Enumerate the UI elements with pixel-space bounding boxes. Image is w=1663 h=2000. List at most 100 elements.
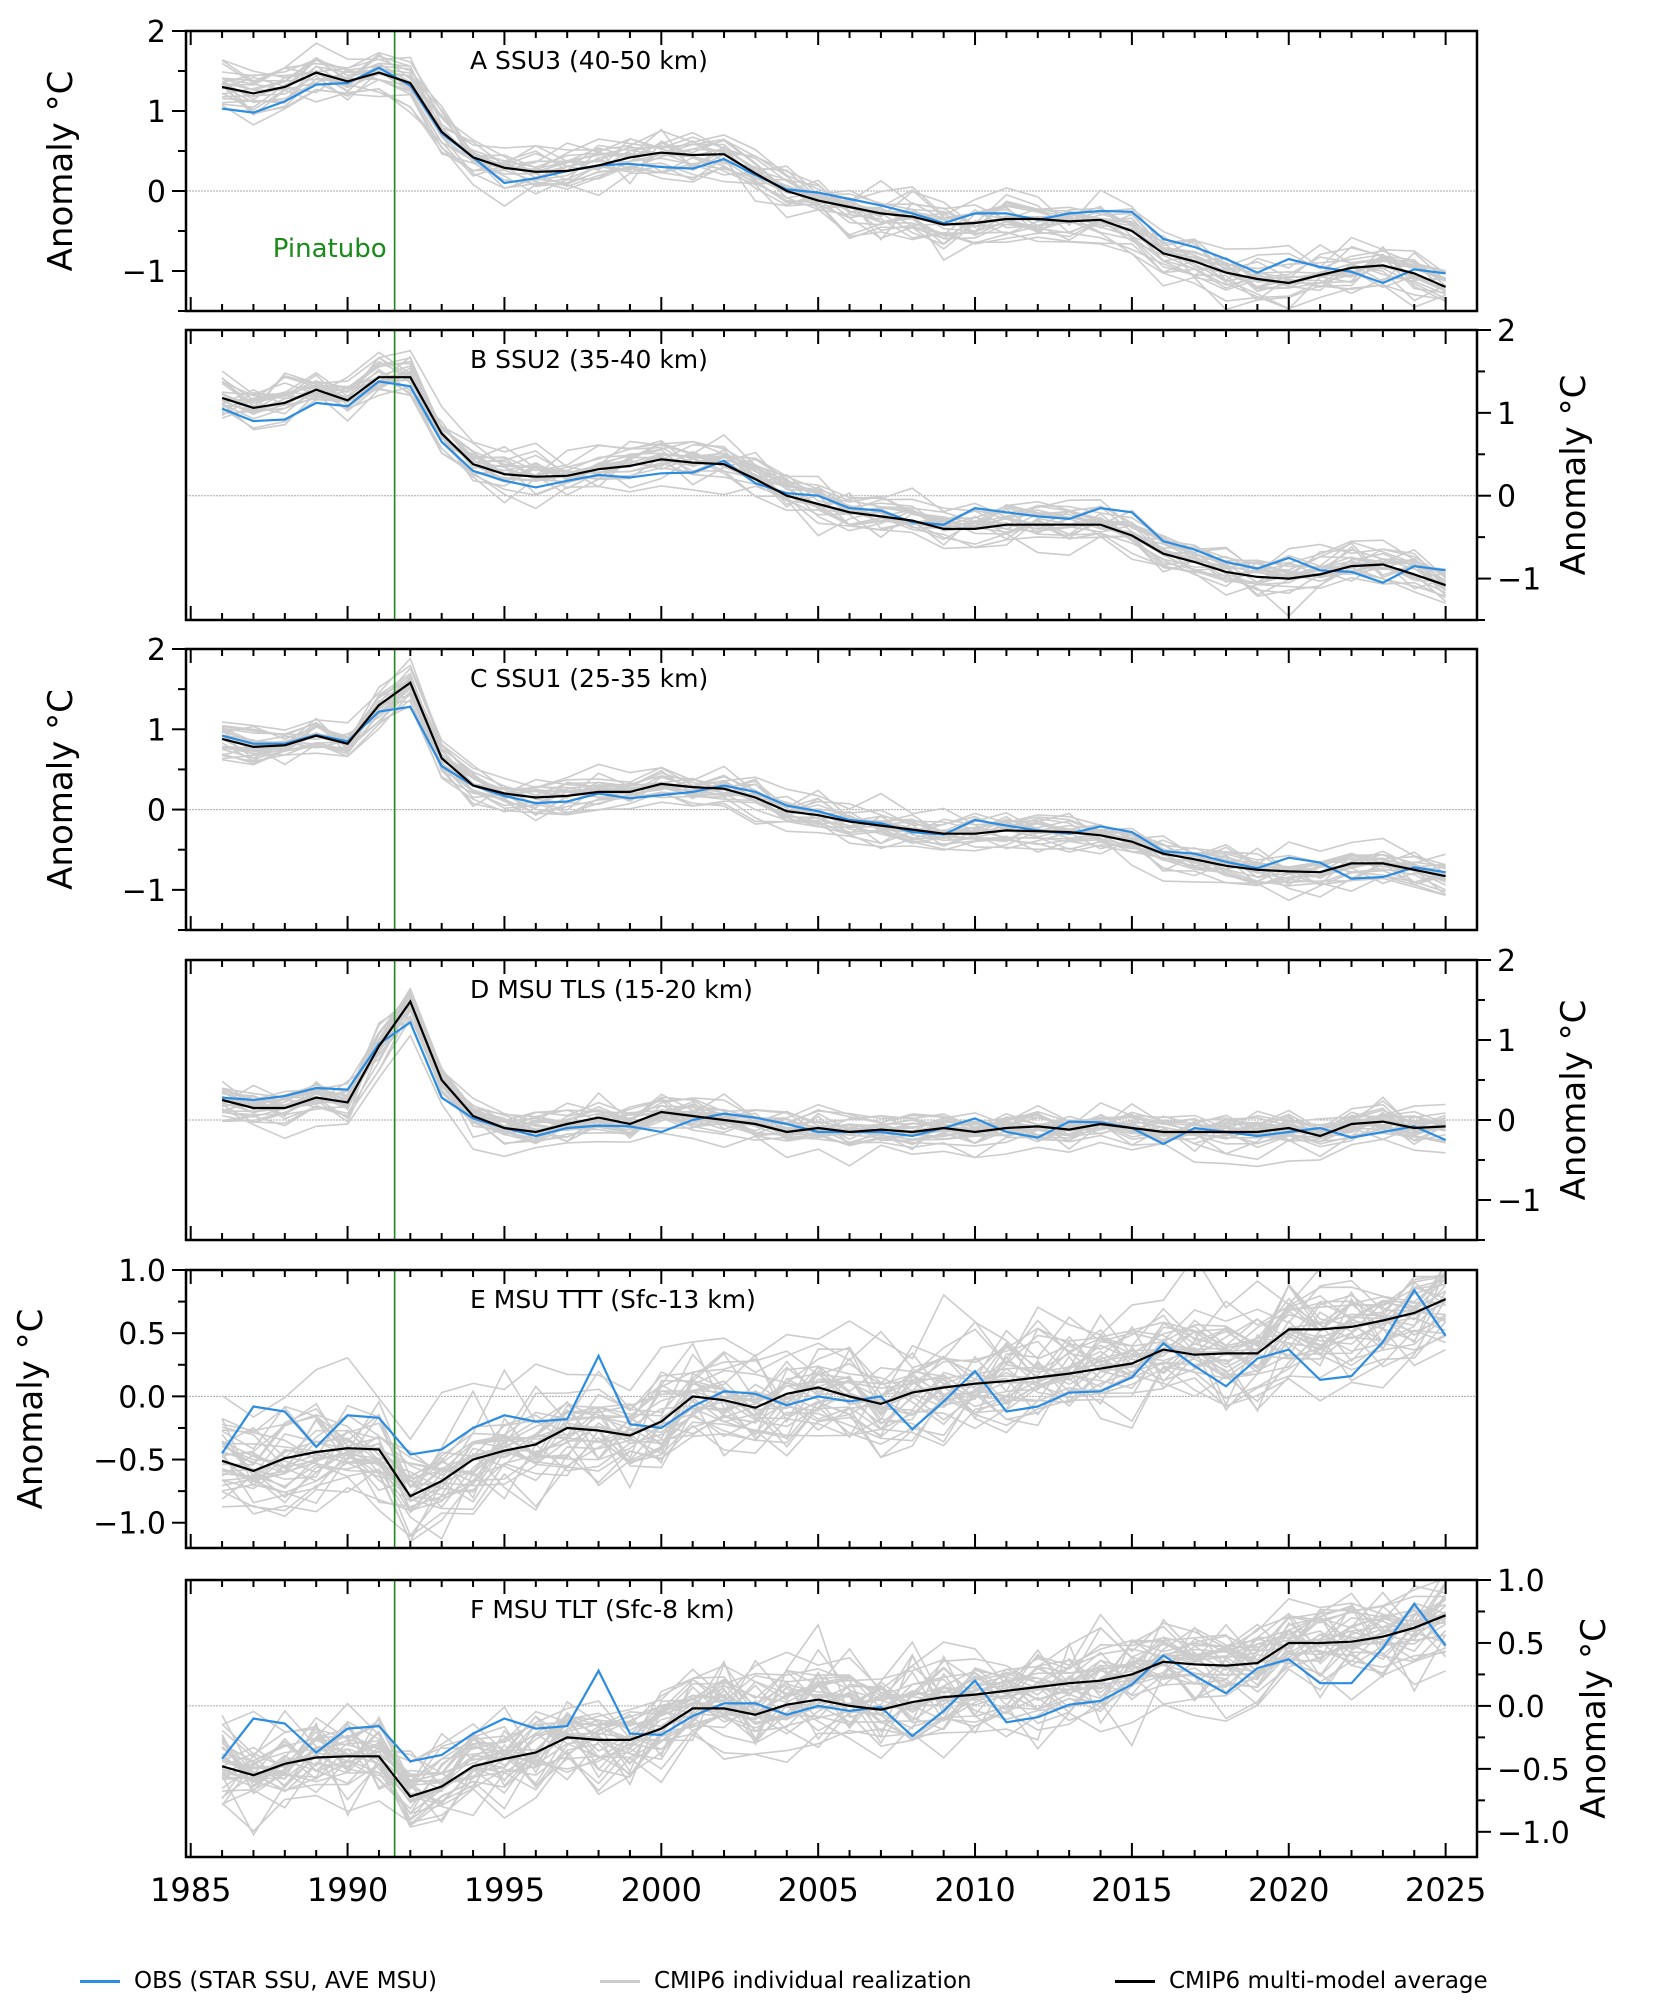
- realization-line: [221, 1621, 1446, 1775]
- panel-title: C SSU1 (25-35 km): [470, 664, 708, 693]
- axes-frame: [184, 1578, 1479, 1859]
- x-tick-label: 1985: [150, 1871, 231, 1909]
- panel-d: −1 0 1 2 Anomaly °C D MSU TLS (15-20 km): [184, 944, 1594, 1242]
- y-tick-label: 0.0: [1497, 1690, 1545, 1725]
- realization-line: [222, 656, 1446, 866]
- y-tick-label: 2: [1497, 314, 1516, 349]
- plot-area: [186, 1580, 1477, 1857]
- realization-line: [221, 375, 1446, 594]
- realization-line: [221, 42, 1447, 275]
- obs-line: [221, 380, 1446, 584]
- realization-line: [221, 687, 1446, 886]
- realization-line: [221, 65, 1447, 293]
- realization-line: [221, 59, 1446, 288]
- y-tick-label: 0: [147, 794, 166, 829]
- realization-line: [221, 1303, 1446, 1493]
- realization-line: [221, 1651, 1446, 1833]
- obs-line: [221, 1602, 1447, 1763]
- x-tick-label: 2015: [1091, 1871, 1172, 1909]
- panel-title: E MSU TTT (Sfc-13 km): [470, 1285, 756, 1314]
- realization-line: [221, 686, 1446, 873]
- multi-model-mean-line: [221, 680, 1446, 878]
- realization-line: [221, 704, 1446, 897]
- realization-line: [221, 1033, 1446, 1168]
- realization-line: [221, 1284, 1447, 1473]
- y-tick-label: 0.0: [118, 1380, 166, 1415]
- y-axis-label: Anomaly °C: [1554, 375, 1594, 576]
- y-tick-label: 2: [147, 15, 166, 50]
- legend-label-obs: OBS (STAR SSU, AVE MSU): [134, 1968, 437, 1994]
- y-tick-label: −1: [1497, 1184, 1541, 1219]
- realization-line: [221, 374, 1446, 583]
- y-tick-label: 0: [147, 175, 166, 210]
- x-tick-label: 1990: [307, 1871, 388, 1909]
- realization-line: [221, 1629, 1447, 1837]
- y-axis-label: Anomaly °C: [11, 1309, 51, 1510]
- plot-area: [186, 31, 1477, 311]
- axes-frame: [184, 958, 1479, 1242]
- y-tick-label: 2: [147, 633, 166, 668]
- x-tick-label: 2005: [777, 1871, 858, 1909]
- legend: OBS (STAR SSU, AVE MSU) CMIP6 individual…: [0, 1968, 1663, 2000]
- realization-line: [221, 683, 1446, 886]
- realization-line: [221, 388, 1446, 599]
- y-tick-label: 1: [147, 713, 166, 748]
- realization-line: [221, 1301, 1446, 1480]
- panel-title: A SSU3 (40-50 km): [470, 46, 708, 75]
- obs-line: [221, 1288, 1447, 1456]
- y-tick-label: −1.0: [1497, 1816, 1570, 1851]
- y-tick-label: −0.5: [93, 1444, 166, 1479]
- y-axis-label: Anomaly °C: [41, 71, 81, 272]
- panel-title: F MSU TLT (Sfc-8 km): [470, 1595, 735, 1624]
- panel-title: B SSU2 (35-40 km): [470, 345, 708, 374]
- legend-label-mean: CMIP6 multi-model average: [1169, 1968, 1488, 1994]
- realization-line: [221, 687, 1446, 885]
- realization-line: [221, 1329, 1446, 1511]
- y-tick-label: 0: [1497, 1104, 1516, 1139]
- x-tick-label: 2010: [934, 1871, 1015, 1909]
- realization-line: [222, 365, 1446, 584]
- x-tick-label: 2000: [621, 1871, 702, 1909]
- realization-line: [222, 1608, 1447, 1803]
- y-tick-label: 1: [1497, 397, 1516, 432]
- realization-line: [221, 1298, 1447, 1538]
- legend-item-obs: OBS (STAR SSU, AVE MSU): [80, 1968, 437, 1994]
- multi-model-mean-line: [221, 376, 1446, 587]
- plot-area: [186, 1270, 1477, 1548]
- realization-line: [222, 1315, 1447, 1540]
- realization-line: [221, 351, 1446, 579]
- axes-frame: [184, 647, 1479, 932]
- axes-frame: [184, 29, 1479, 313]
- x-tick-label: 1995: [464, 1871, 545, 1909]
- y-tick-label: 1.0: [1497, 1564, 1545, 1599]
- panel-c: −1 0 1 2 Anomaly °C C SSU1 (25-35 km): [41, 633, 1479, 932]
- y-axis-label: Anomaly °C: [41, 689, 81, 890]
- axes-frame: [184, 1268, 1479, 1550]
- realization-line: [222, 67, 1446, 280]
- obs-line: [221, 705, 1446, 880]
- legend-swatch-obs: [80, 1979, 120, 1983]
- realization-line: [222, 72, 1446, 302]
- multi-model-mean-line: [221, 999, 1446, 1138]
- legend-swatch-mean: [1115, 1979, 1155, 1983]
- realization-line: [221, 77, 1446, 295]
- y-tick-label: 0.5: [1497, 1627, 1545, 1662]
- realization-line: [222, 690, 1446, 884]
- pinatubo-label: Pinatubo: [273, 234, 387, 264]
- realization-line: [222, 679, 1446, 879]
- realization-line: [221, 996, 1446, 1133]
- panel-a: −1 0 1 2 Anomaly °C A SSU3 (40-50 km) Pinatubo: [41, 15, 1479, 313]
- panel-title: D MSU TLS (15-20 km): [470, 975, 753, 1004]
- realization-line: [221, 1291, 1447, 1514]
- realization-line: [221, 366, 1447, 589]
- realization-line: [221, 68, 1446, 292]
- realization-line: [221, 85, 1446, 302]
- realization-line: [222, 362, 1446, 581]
- y-tick-label: −0.5: [1497, 1753, 1570, 1788]
- realization-line: [222, 1281, 1447, 1496]
- y-tick-label: 2: [1497, 944, 1516, 979]
- realization-line: [221, 1278, 1447, 1477]
- plot-area: [186, 960, 1477, 1240]
- y-tick-label: 0: [1497, 480, 1516, 515]
